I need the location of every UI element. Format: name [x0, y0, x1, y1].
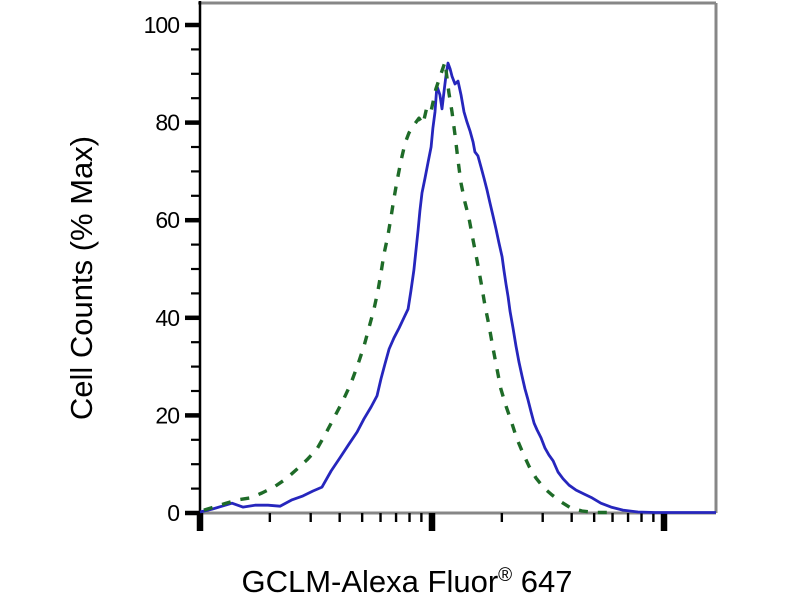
series-green-dashed-curve: [203, 60, 609, 515]
x-axis-title: GCLM-Alexa Fluor® 647: [241, 564, 572, 599]
y-tick-label: 0: [167, 500, 179, 526]
y-axis-tick-labels: 0 20 40 60 80 100: [144, 12, 181, 526]
y-axis-title: Cell Counts (% Max): [64, 136, 99, 420]
y-tick-label: 100: [144, 12, 180, 38]
x-axis-title-main: GCLM-Alexa Fluor: [241, 564, 498, 599]
plot-frame: [198, 1, 718, 517]
y-tick-label: 80: [155, 110, 179, 136]
y-tick-label: 40: [155, 305, 179, 331]
y-tick-label: 20: [155, 402, 179, 428]
x-axis-ticks: [196, 513, 668, 531]
x-axis-title-suffix: 647: [512, 564, 572, 599]
y-axis-ticks: [185, 22, 200, 516]
y-tick-label: 60: [155, 207, 179, 233]
series-curves: [199, 60, 716, 515]
series-blue-solid-curve: [199, 61, 716, 514]
registered-trademark-symbol: ®: [498, 565, 512, 586]
